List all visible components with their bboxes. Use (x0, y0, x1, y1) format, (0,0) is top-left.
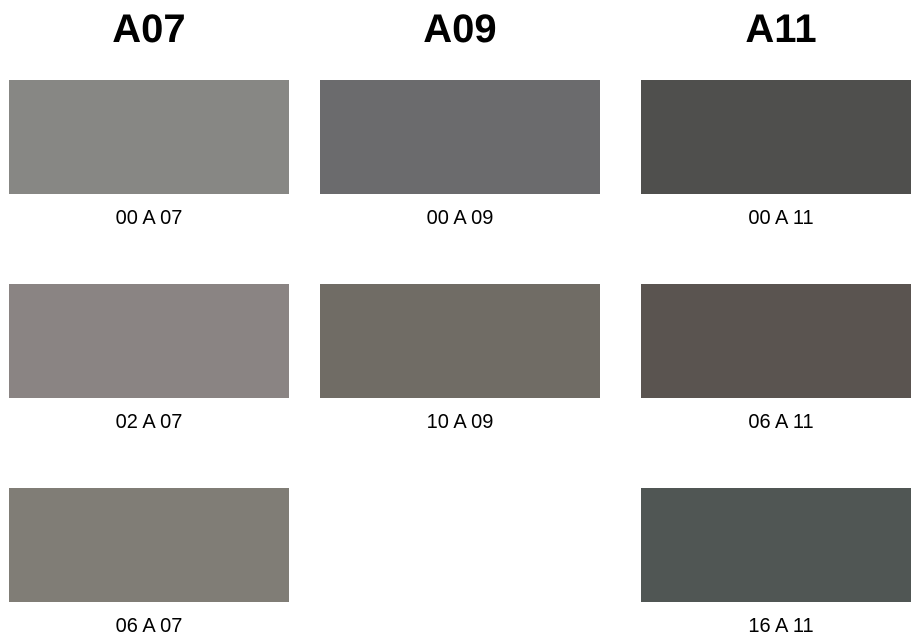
color-swatch-06-a-07 (9, 488, 289, 602)
color-swatch-00-a-09 (320, 80, 600, 194)
color-swatch-10-a-09 (320, 284, 600, 398)
column-title-a07: A07 (112, 7, 186, 51)
column-title-a11: A11 (745, 7, 817, 51)
color-swatch-06-a-11 (641, 284, 911, 398)
swatch-code-06-a-11: 06 A 11 (748, 411, 814, 433)
swatch-code-02-a-07: 02 A 07 (115, 411, 183, 433)
color-swatch-00-a-07 (9, 80, 289, 194)
swatch-code-10-a-09: 10 A 09 (426, 411, 494, 433)
swatch-code-00-a-11: 00 A 11 (748, 207, 814, 229)
color-swatch-02-a-07 (9, 284, 289, 398)
swatch-code-00-a-09: 00 A 09 (426, 207, 494, 229)
swatch-code-06-a-07: 06 A 07 (115, 615, 183, 637)
swatch-code-00-a-07: 00 A 07 (115, 207, 183, 229)
swatch-code-16-a-11: 16 A 11 (748, 615, 814, 637)
color-swatch-16-a-11 (641, 488, 911, 602)
color-swatch-00-a-11 (641, 80, 911, 194)
column-title-a09: A09 (423, 7, 497, 51)
